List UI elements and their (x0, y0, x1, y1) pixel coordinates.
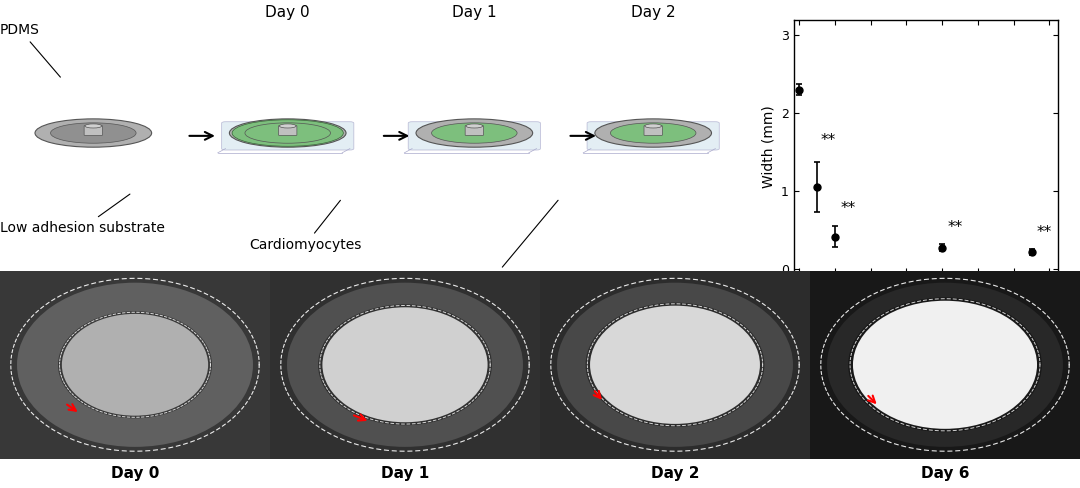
Ellipse shape (590, 305, 760, 424)
X-axis label: Culture time (days): Culture time (days) (859, 297, 994, 311)
FancyBboxPatch shape (270, 271, 540, 459)
Ellipse shape (229, 119, 346, 147)
Ellipse shape (610, 123, 696, 143)
Text: Self-Organized Tissue Ring (SOTR): Self-Organized Tissue Ring (SOTR) (374, 200, 611, 286)
Ellipse shape (416, 119, 532, 147)
Text: Day 0: Day 0 (266, 5, 310, 20)
Ellipse shape (615, 124, 692, 142)
Text: Low adhesion substrate: Low adhesion substrate (0, 194, 165, 235)
Text: Cardiomyocytes: Cardiomyocytes (248, 200, 361, 252)
FancyBboxPatch shape (408, 122, 540, 150)
Text: **: ** (947, 220, 962, 235)
Text: Day 2: Day 2 (651, 466, 699, 481)
FancyBboxPatch shape (588, 122, 719, 150)
Ellipse shape (232, 120, 343, 146)
Text: Day 1: Day 1 (453, 5, 497, 20)
FancyBboxPatch shape (279, 126, 297, 135)
Text: Day 2: Day 2 (631, 5, 675, 20)
Ellipse shape (85, 124, 102, 128)
Ellipse shape (62, 314, 208, 416)
Ellipse shape (645, 124, 662, 128)
Ellipse shape (465, 124, 483, 128)
Ellipse shape (245, 123, 330, 143)
FancyBboxPatch shape (644, 126, 662, 135)
Text: **: ** (840, 201, 855, 216)
FancyBboxPatch shape (810, 271, 1080, 459)
Ellipse shape (51, 123, 136, 143)
FancyBboxPatch shape (540, 271, 810, 459)
FancyBboxPatch shape (221, 122, 354, 150)
Ellipse shape (435, 124, 513, 142)
Text: **: ** (1037, 224, 1052, 240)
Ellipse shape (323, 307, 487, 422)
Ellipse shape (595, 119, 712, 147)
Text: Day 1: Day 1 (381, 466, 429, 481)
Y-axis label: Width (mm): Width (mm) (761, 105, 775, 188)
FancyBboxPatch shape (465, 126, 484, 135)
FancyBboxPatch shape (84, 126, 103, 135)
Text: Day 6: Day 6 (921, 466, 969, 481)
Ellipse shape (35, 119, 151, 147)
Text: Day 0: Day 0 (111, 466, 159, 481)
Ellipse shape (853, 301, 1037, 429)
Ellipse shape (280, 124, 296, 128)
FancyBboxPatch shape (0, 271, 270, 459)
Text: **: ** (821, 133, 836, 148)
Text: PDMS: PDMS (0, 23, 60, 77)
Ellipse shape (432, 123, 517, 143)
